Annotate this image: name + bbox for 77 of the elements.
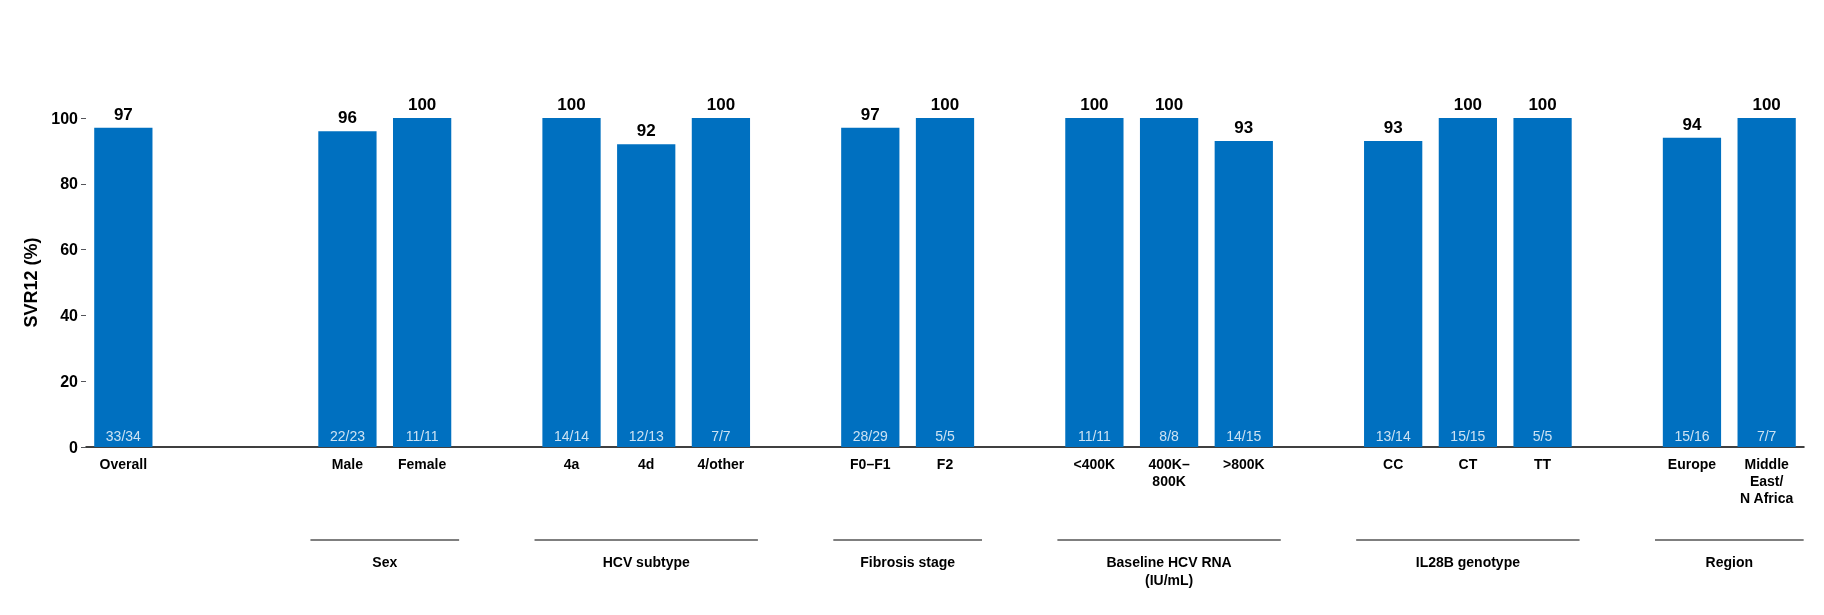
data-label: 97 [860, 104, 880, 124]
data-label: 100 [706, 95, 736, 114]
bar [1364, 141, 1423, 447]
text: HCV subtype [602, 554, 690, 570]
annotation: 28/29 [852, 428, 889, 444]
text: Region [1705, 554, 1754, 570]
bar [1513, 118, 1572, 447]
data-label: 100 [557, 95, 586, 114]
y-tick-label: 80 [60, 175, 79, 193]
y-tick-label: 60 [60, 241, 79, 259]
data-label: 92 [636, 121, 656, 141]
annotation: 11/11 [1077, 428, 1112, 444]
bar [318, 131, 377, 447]
x-tick-label: Overall [99, 455, 148, 472]
y-tick-label: 20 [60, 372, 79, 390]
data-label: 94 [1682, 114, 1702, 134]
bar [691, 118, 751, 447]
bar [841, 127, 900, 447]
annotation: 13/14 [1375, 428, 1411, 444]
data-label: 100 [1752, 95, 1781, 114]
x-tick-label: 400K– 800K [1148, 455, 1190, 489]
bar [393, 118, 452, 447]
x-tick-label: 4d [638, 455, 655, 472]
annotation: 5/5 [1532, 428, 1553, 444]
bar [1214, 141, 1273, 447]
x-tick-label: <400K [1073, 455, 1116, 472]
bar [915, 118, 975, 447]
x-tick-label: CC [1383, 455, 1404, 472]
data-label: 100 [1528, 95, 1557, 114]
annotation: 15/15 [1450, 428, 1486, 444]
x-tick-label: Middle East/ N Africa [1740, 455, 1794, 506]
x-tick-label: Europe [1667, 455, 1717, 472]
y-axis-title: SVR12 (%) [21, 237, 41, 328]
bar [1662, 137, 1722, 447]
bar [1139, 118, 1199, 447]
annotation: 5/5 [935, 428, 955, 444]
bar [94, 127, 153, 447]
annotation: 14/14 [554, 428, 590, 444]
data-label: 100 [930, 95, 960, 114]
x-tick-label: CT [1458, 455, 1478, 472]
text: Fibrosis stage [860, 554, 956, 570]
text: IL28B genotype [1415, 554, 1521, 570]
data-label: 93 [1234, 118, 1254, 138]
x-tick-label: Male [331, 455, 364, 472]
data-label: 93 [1383, 118, 1403, 138]
data-label: 100 [1154, 95, 1184, 114]
x-tick-label: 4a [563, 455, 580, 472]
bar [542, 118, 601, 447]
annotation: 7/7 [1756, 428, 1777, 444]
x-tick-label: 4/other [697, 455, 745, 472]
data-label: 100 [407, 95, 437, 114]
y-tick-label: 100 [51, 109, 79, 127]
x-tick-label: >800K [1222, 455, 1265, 472]
annotation: 15/16 [1674, 428, 1710, 444]
bar [1065, 118, 1124, 447]
data-label: 100 [1453, 95, 1483, 114]
x-tick-label: Female [398, 455, 447, 472]
annotation: 33/34 [105, 428, 142, 444]
bar [1438, 118, 1497, 447]
data-label: 100 [1080, 95, 1109, 114]
text: Sex [372, 554, 398, 570]
annotation: 7/7 [711, 428, 731, 444]
annotation: 11/11 [405, 428, 439, 444]
y-tick-label: 40 [60, 306, 79, 324]
annotation: 14/15 [1226, 428, 1262, 444]
y-tick-label: 0 [69, 438, 79, 456]
text: Baseline HCV RNA (IU/mL) [1106, 554, 1232, 588]
annotation: 8/8 [1159, 428, 1180, 444]
x-tick-label: TT [1534, 455, 1552, 472]
data-label: 96 [337, 108, 357, 128]
x-tick-label: F2 [936, 455, 954, 472]
data-label: 97 [113, 104, 133, 124]
annotation: 12/13 [628, 428, 664, 444]
x-tick-label: F0–F1 [850, 455, 891, 472]
bar [1737, 118, 1796, 447]
bar [617, 144, 676, 447]
annotation: 22/23 [329, 428, 366, 444]
